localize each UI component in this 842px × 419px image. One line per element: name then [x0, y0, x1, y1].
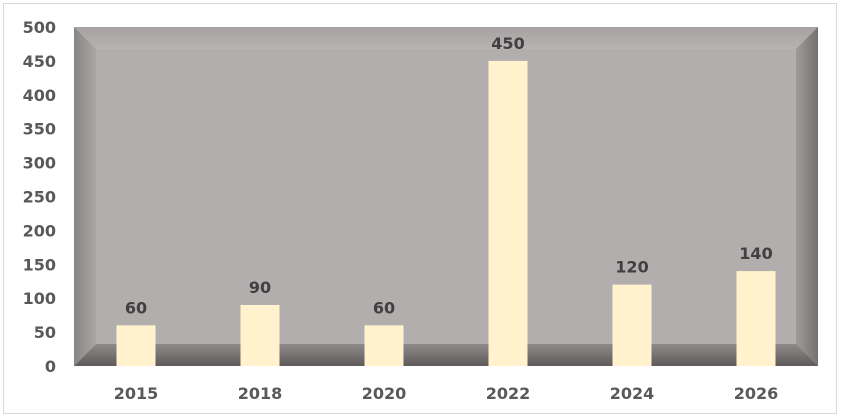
- y-tick-label: 0: [45, 357, 56, 376]
- plot-area: [74, 27, 818, 366]
- bar: [116, 325, 156, 366]
- bevel-right: [796, 27, 818, 366]
- bevel-top: [74, 27, 818, 49]
- data-label: 140: [739, 244, 772, 263]
- y-tick-label: 150: [23, 255, 56, 274]
- bevel-bottom: [74, 344, 818, 366]
- y-tick-label: 200: [23, 221, 56, 240]
- bar: [364, 325, 404, 366]
- y-tick-label: 100: [23, 289, 56, 308]
- x-tick-label: 2024: [610, 384, 655, 403]
- bar: [240, 304, 280, 366]
- data-label: 90: [249, 278, 271, 297]
- y-tick-label: 500: [23, 18, 56, 37]
- data-label: 60: [125, 298, 147, 317]
- y-tick-label: 300: [23, 154, 56, 173]
- y-tick-label: 400: [23, 86, 56, 105]
- data-label: 60: [373, 298, 395, 317]
- bar: [488, 60, 528, 367]
- plot-inner: [96, 49, 796, 344]
- y-tick-label: 350: [23, 120, 56, 139]
- y-tick-label: 250: [23, 188, 56, 207]
- x-tick-label: 2022: [486, 384, 531, 403]
- x-tick-label: 2018: [238, 384, 283, 403]
- data-label: 450: [491, 34, 524, 53]
- x-tick-label: 2020: [362, 384, 407, 403]
- bevel-left: [74, 27, 96, 366]
- x-tick-label: 2015: [114, 384, 159, 403]
- bar: [736, 271, 776, 366]
- x-tick-label: 2026: [734, 384, 779, 403]
- chart-frame: [3, 3, 837, 414]
- data-label: 120: [615, 258, 648, 277]
- bar: [612, 284, 652, 366]
- y-tick-label: 50: [34, 323, 56, 342]
- y-tick-label: 450: [23, 52, 56, 71]
